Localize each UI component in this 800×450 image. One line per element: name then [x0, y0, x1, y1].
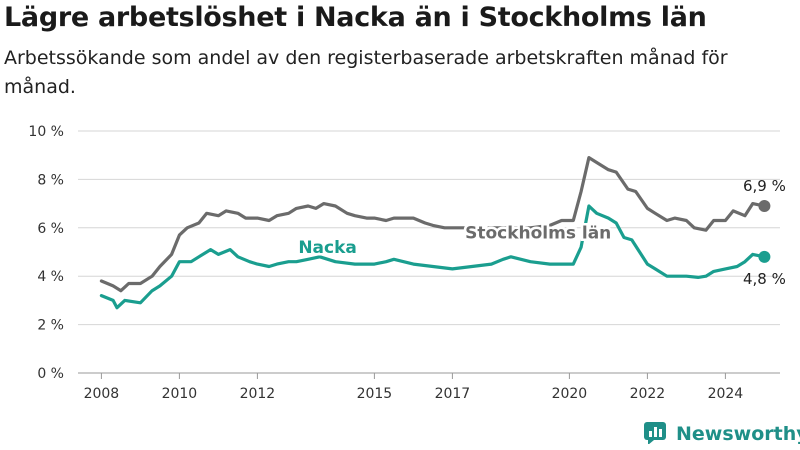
y-tick-label: 10 % [28, 124, 64, 140]
series-end-markers: 6,9 % 4,8 % [743, 177, 786, 288]
series-end-label: 4,8 % [743, 270, 786, 288]
bar-chart-icon [644, 420, 670, 448]
chart-subtitle: Arbetssökande som andel av den registerb… [4, 47, 728, 98]
logo-text: Newsworthy [676, 423, 800, 445]
y-tick-label: 8 % [37, 172, 64, 188]
x-tick-label: 2022 [630, 386, 666, 402]
series-line-nacka [99, 204, 766, 310]
series-lines [99, 156, 766, 310]
series-end-label: 6,9 % [743, 177, 786, 195]
series-labels: Nacka Stockholms län [296, 221, 614, 261]
x-axis: 2008 2010 2012 2015 2017 2020 2022 2024 [84, 373, 744, 402]
y-tick-label: 2 % [37, 318, 64, 334]
gridlines [78, 130, 780, 374]
y-tick-label: 6 % [37, 221, 64, 237]
x-tick-label: 2015 [357, 386, 393, 402]
series-end-point-nacka [758, 250, 771, 263]
series-label-stockholms-lan: Stockholms län [465, 224, 611, 244]
x-tick-label: 2012 [240, 386, 276, 402]
y-axis: 0 % 2 % 4 % 6 % 8 % 10 % [28, 124, 64, 382]
y-tick-label: 0 % [37, 366, 64, 382]
chart-title: Lägre arbetslöshet i Nacka än i Stockhol… [4, 2, 707, 33]
series-label-nacka: Nacka [298, 238, 357, 258]
y-tick-label: 4 % [37, 269, 64, 285]
x-tick-label: 2024 [708, 386, 744, 402]
x-tick-label: 2010 [162, 386, 198, 402]
x-tick-label: 2020 [552, 386, 588, 402]
series-line-stockholms-l-n [99, 156, 766, 293]
x-tick-label: 2008 [84, 386, 120, 402]
x-tick-label: 2017 [435, 386, 471, 402]
series-end-point-stockholms-l-n [758, 200, 771, 213]
newsworthy-logo: Newsworthy [644, 420, 800, 448]
